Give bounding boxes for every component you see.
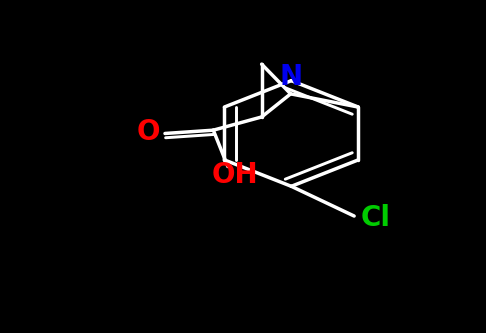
Text: O: O (137, 118, 160, 146)
Text: OH: OH (212, 161, 259, 189)
Text: Cl: Cl (361, 204, 391, 232)
Text: N: N (280, 63, 303, 91)
